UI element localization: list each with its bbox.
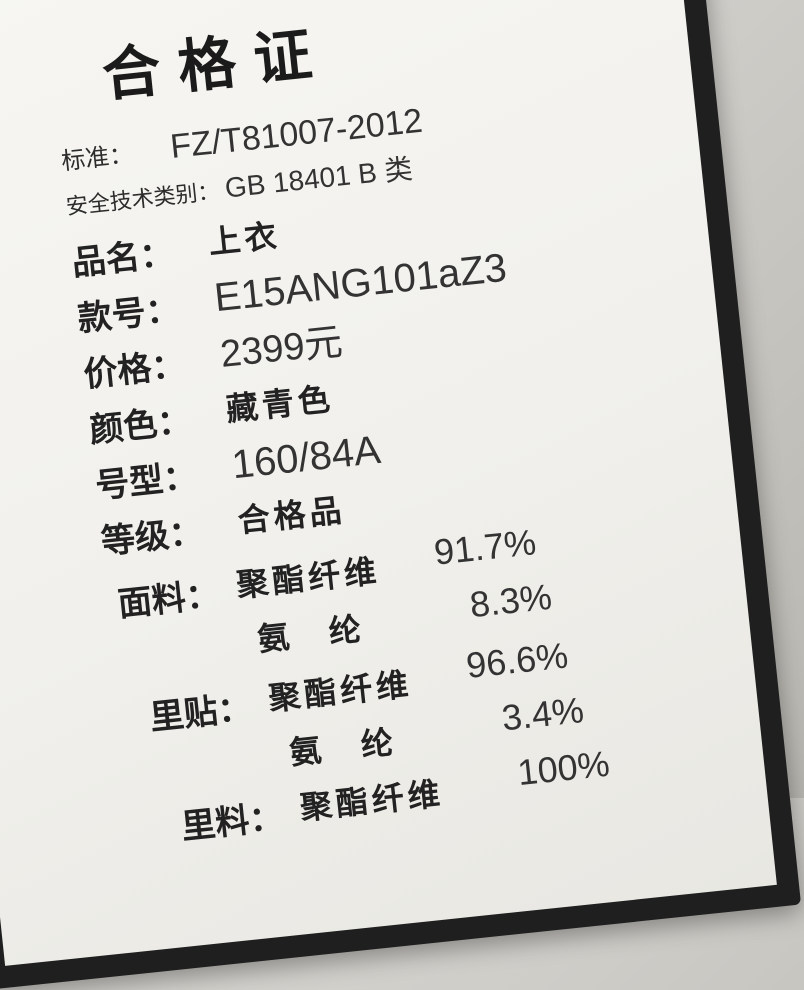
price-value: 2399元 [218,321,345,376]
standard-label: 标准： [59,140,135,176]
grade-value: 合格品 [235,490,348,541]
fabric-percent-2: 8.3% [467,575,554,626]
interlining-percent-1: 96.6% [464,634,570,686]
fabric-material-2: 氨 纶 [255,609,367,659]
price-label: 价格： [81,344,188,396]
color-value: 藏青色 [224,379,336,429]
size-value: 160/84A [229,427,383,488]
style-value: E15ANG101aZ3 [212,245,509,321]
interlining-material-1: 聚酯纤维 [266,664,414,718]
fabric-percent-1: 91.7% [432,521,538,573]
grade-label: 等级： [99,511,205,563]
interlining-material-2: 氨 纶 [287,722,399,772]
safety-value: GB 18401 B 类 [223,153,414,204]
name-value: 上衣 [206,216,283,262]
safety-label: 安全技术类别： [64,179,221,221]
size-label: 号型： [93,456,200,507]
fabric-material-1: 聚酯纤维 [234,551,382,605]
lining-percent-1: 100% [515,742,612,794]
certificate-tag: 合格证 标准： FZ/T81007-2012 安全技术类别： GB 18401 … [0,0,777,966]
name-label: 品名： [70,233,176,284]
fabric-label: 面料： [115,574,222,625]
lining-material-1: 聚酯纤维 [298,774,446,828]
color-label: 颜色： [87,400,194,452]
interlining-label: 里贴： [147,687,254,739]
tag-title: 合格证 [99,18,333,110]
interlining-percent-2: 3.4% [499,689,586,739]
style-label: 款号： [75,289,182,340]
lining-label: 里料： [179,797,286,848]
